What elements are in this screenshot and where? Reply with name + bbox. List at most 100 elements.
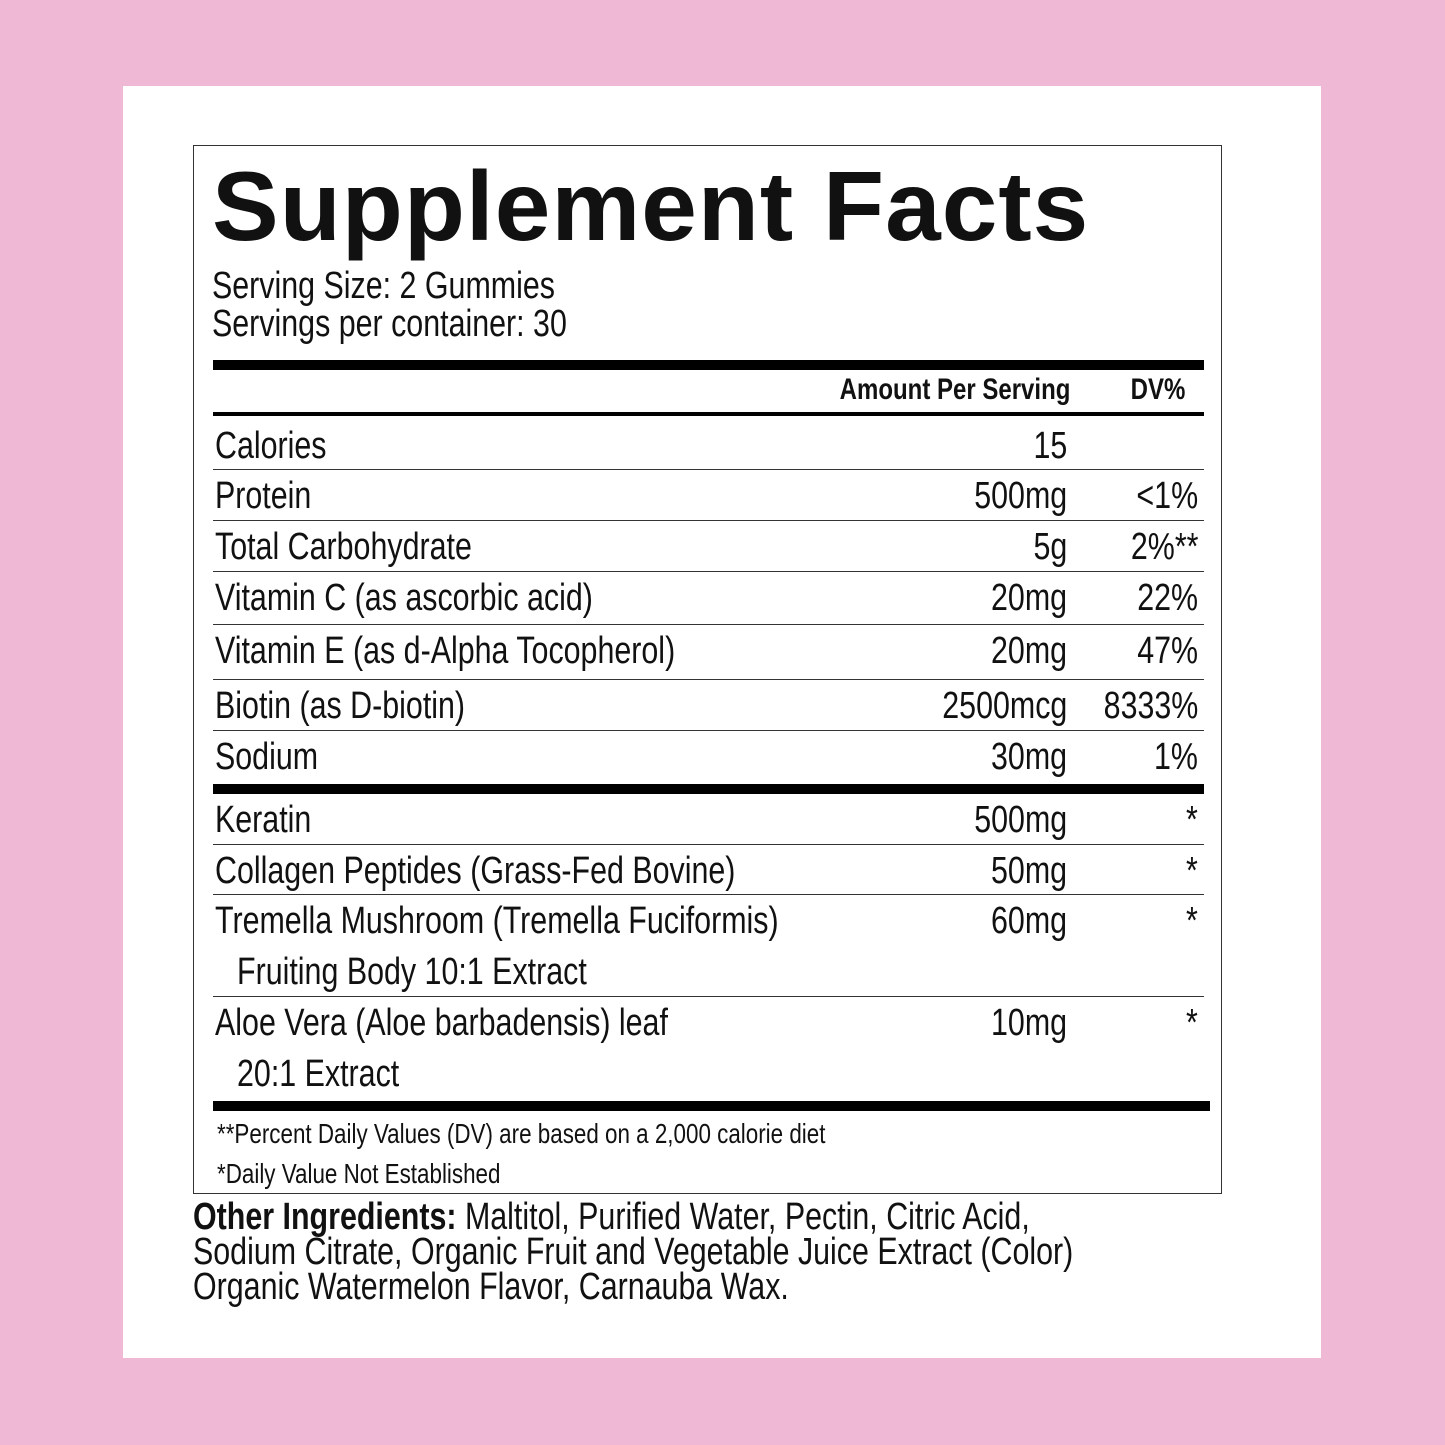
nutrient-name: Keratin xyxy=(215,800,335,840)
nutrient-amount-text: 15 xyxy=(1033,425,1067,467)
nutrient-dv: 1% xyxy=(1143,737,1198,777)
nutrient-dv-text: 1% xyxy=(1154,736,1198,778)
nutrient-dv: 22% xyxy=(1122,578,1198,618)
ingredients-line: Sodium Citrate, Organic Fruit and Vegeta… xyxy=(193,1231,1074,1273)
nutrient-name: Tremella Mushroom (Tremella Fuciformis) xyxy=(215,901,920,941)
nutrient-name-text: Aloe Vera (Aloe barbadensis) leaf xyxy=(215,1002,668,1044)
nutrient-dv: * xyxy=(1183,1003,1198,1043)
servings-per-container: Servings per container: 30 xyxy=(212,305,656,343)
header-amount: Amount Per Serving xyxy=(782,373,1070,407)
nutrient-name-text: Keratin xyxy=(215,799,312,841)
nutrient-dv-text: 22% xyxy=(1137,577,1198,619)
header-amount-text: Amount Per Serving xyxy=(839,373,1070,406)
nutrient-name-continued: 20:1 Extract xyxy=(237,1054,440,1094)
nutrient-row: Keratin 500mg * xyxy=(213,794,1204,845)
footnote-text: **Percent Daily Values (DV) are based on… xyxy=(217,1118,826,1149)
nutrient-dv-text: * xyxy=(1186,900,1198,942)
nutrient-name-continued-text: Fruiting Body 10:1 Extract xyxy=(237,951,587,993)
nutrient-dv-text: * xyxy=(1186,1002,1198,1044)
nutrient-dv-text: 8333% xyxy=(1103,685,1198,727)
divider-thick xyxy=(213,360,1204,370)
nutrient-name: Aloe Vera (Aloe barbadensis) leaf xyxy=(215,1003,781,1043)
header-dv-text: DV% xyxy=(1130,373,1185,406)
nutrient-name-text: Vitamin E (as d-Alpha Tocopherol) xyxy=(215,630,676,672)
nutrient-amount-text: 2500mcg xyxy=(941,685,1067,727)
nutrient-dv-text: 47% xyxy=(1137,630,1198,672)
nutrient-row: Vitamin C (as ascorbic acid) 20mg 22% xyxy=(213,572,1204,625)
divider-thick xyxy=(213,784,1204,794)
nutrient-name: Vitamin C (as ascorbic acid) xyxy=(215,578,687,618)
nutrient-name: Total Carbohydrate xyxy=(215,527,536,567)
nutrient-row: Tremella Mushroom (Tremella Fuciformis) F… xyxy=(213,895,1204,997)
nutrient-amount: 2500mcg xyxy=(911,686,1067,726)
nutrient-row: Protein 500mg <1% xyxy=(213,470,1204,521)
nutrient-dv-text: <1% xyxy=(1136,475,1198,517)
nutrient-dv-text: 2%** xyxy=(1130,526,1198,568)
servings-text: Servings per container: 30 xyxy=(212,303,567,345)
nutrient-amount: 10mg xyxy=(972,1003,1067,1043)
nutrient-name: Protein xyxy=(215,476,335,516)
nutrient-amount-text: 30mg xyxy=(990,736,1067,778)
nutrient-amount-text: 20mg xyxy=(990,577,1067,619)
divider-thick xyxy=(213,1101,1210,1111)
serving-size: Serving Size: 2 Gummies xyxy=(212,267,641,305)
nutrient-name: Sodium xyxy=(215,737,344,777)
nutrient-amount: 500mg xyxy=(951,800,1067,840)
nutrient-dv-text: * xyxy=(1186,799,1198,841)
nutrient-row: Biotin (as D-biotin) 2500mcg 8333% xyxy=(213,680,1204,731)
ingredients-line: Organic Watermelon Flavor, Carnauba Wax. xyxy=(193,1266,789,1308)
nutrient-dv: <1% xyxy=(1121,476,1198,516)
nutrient-name-text: Tremella Mushroom (Tremella Fuciformis) xyxy=(215,900,779,942)
footnote-text: *Daily Value Not Established xyxy=(217,1158,501,1189)
nutrient-name-text: Protein xyxy=(215,475,312,517)
nutrient-name-text: Total Carbohydrate xyxy=(215,526,472,568)
ingredients-line: Maltitol, Purified Water, Pectin, Citric… xyxy=(464,1196,1030,1238)
nutrient-row: Sodium 30mg 1% xyxy=(213,731,1204,784)
nutrient-dv: 47% xyxy=(1122,631,1198,671)
nutrient-name-text: Collagen Peptides (Grass-Fed Bovine) xyxy=(215,850,736,892)
nutrient-name-text: Biotin (as D-biotin) xyxy=(215,685,466,727)
other-ingredients-label: Other Ingredients: xyxy=(193,1196,457,1238)
nutrient-name-continued: Fruiting Body 10:1 Extract xyxy=(237,952,674,992)
nutrient-amount: 30mg xyxy=(972,737,1067,777)
nutrient-row: Total Carbohydrate 5g 2%** xyxy=(213,521,1204,572)
nutrient-dv-text: * xyxy=(1186,850,1198,892)
nutrient-amount: 20mg xyxy=(972,631,1067,671)
nutrient-amount: 5g xyxy=(1025,527,1067,567)
nutrient-amount: 15 xyxy=(1025,426,1067,466)
nutrient-amount: 500mg xyxy=(951,476,1067,516)
nutrient-dv: * xyxy=(1183,851,1198,891)
footnote-dv-basis: **Percent Daily Values (DV) are based on… xyxy=(217,1118,978,1150)
divider-header xyxy=(213,412,1204,416)
nutrient-dv: * xyxy=(1183,800,1198,840)
nutrient-name: Calories xyxy=(215,426,354,466)
nutrient-dv: 2%** xyxy=(1114,526,1198,568)
nutrient-name-continued-text: 20:1 Extract xyxy=(237,1053,400,1095)
nutrient-row: Collagen Peptides (Grass-Fed Bovine) 50mg… xyxy=(213,845,1204,895)
nutrient-row: Aloe Vera (Aloe barbadensis) leaf 20:1 Ex… xyxy=(213,997,1204,1101)
nutrient-amount-text: 50mg xyxy=(990,850,1067,892)
panel-title: Supplement Facts xyxy=(212,151,1090,261)
nutrient-amount-text: 60mg xyxy=(990,900,1067,942)
nutrient-amount: 50mg xyxy=(972,851,1067,891)
supplement-facts-panel xyxy=(193,145,1222,1194)
nutrient-name: Biotin (as D-biotin) xyxy=(215,686,528,726)
header-dv: DV% xyxy=(1117,373,1185,407)
nutrient-amount: 60mg xyxy=(972,901,1067,941)
nutrient-name: Collagen Peptides (Grass-Fed Bovine) xyxy=(215,851,866,891)
serving-size-text: Serving Size: 2 Gummies xyxy=(212,265,555,307)
nutrient-name-text: Vitamin C (as ascorbic acid) xyxy=(215,577,593,619)
nutrient-dv: * xyxy=(1183,901,1198,941)
nutrient-amount-text: 500mg xyxy=(974,475,1067,517)
nutrient-dv: 8333% xyxy=(1080,686,1198,726)
nutrient-amount: 20mg xyxy=(972,578,1067,618)
nutrient-amount-text: 5g xyxy=(1033,526,1067,568)
nutrient-row: Calories 15 xyxy=(213,420,1204,470)
other-ingredients: Other Ingredients: Maltitol, Purified Wa… xyxy=(193,1198,1445,1308)
nutrient-name: Vitamin E (as d-Alpha Tocopherol) xyxy=(215,631,790,671)
nutrient-name-text: Calories xyxy=(215,425,327,467)
nutrient-name-text: Sodium xyxy=(215,736,319,778)
label-card xyxy=(123,86,1321,1358)
nutrient-table: Calories 15 Protein 500mg <1% Total Carbohydr… xyxy=(213,420,1210,1111)
footnote-not-established: *Daily Value Not Established xyxy=(217,1158,571,1190)
